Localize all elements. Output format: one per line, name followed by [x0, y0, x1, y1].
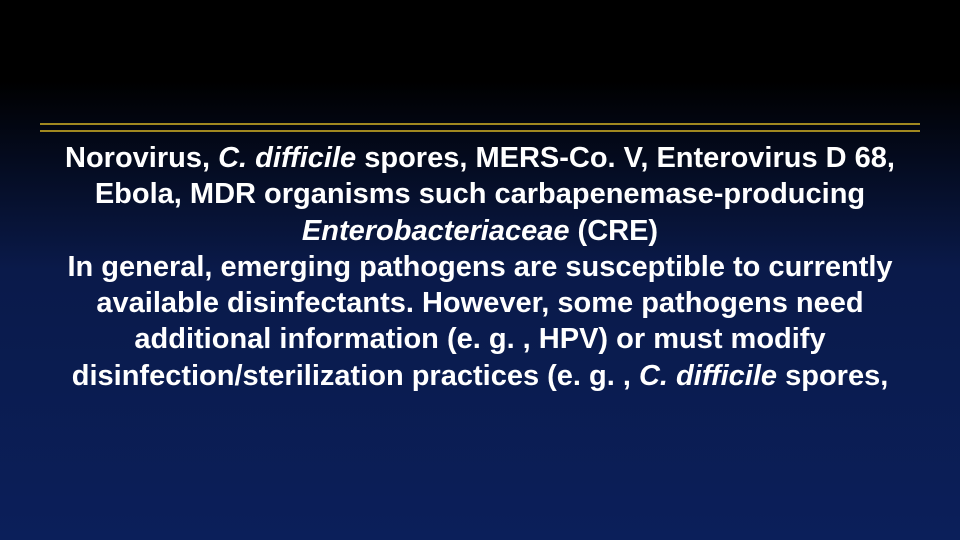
body-text-2: spores,: [777, 360, 888, 392]
slide-content: Norovirus, C. difficile spores, MERS-Co.…: [60, 140, 900, 394]
body-italic-1: C. difficile: [639, 360, 777, 392]
divider-line-bottom: [40, 130, 920, 132]
slide-heading: Norovirus, C. difficile spores, MERS-Co.…: [60, 140, 900, 249]
heading-italic-2: Enterobacteriaceae: [302, 215, 570, 247]
slide-container: Norovirus, C. difficile spores, MERS-Co.…: [0, 0, 960, 540]
heading-italic-1: C. difficile: [218, 142, 356, 174]
heading-text-1: Norovirus,: [65, 142, 218, 174]
heading-text-3: (CRE): [569, 215, 658, 247]
divider: [40, 123, 920, 132]
divider-line-top: [40, 123, 920, 125]
slide-body: In general, emerging pathogens are susce…: [60, 249, 900, 394]
